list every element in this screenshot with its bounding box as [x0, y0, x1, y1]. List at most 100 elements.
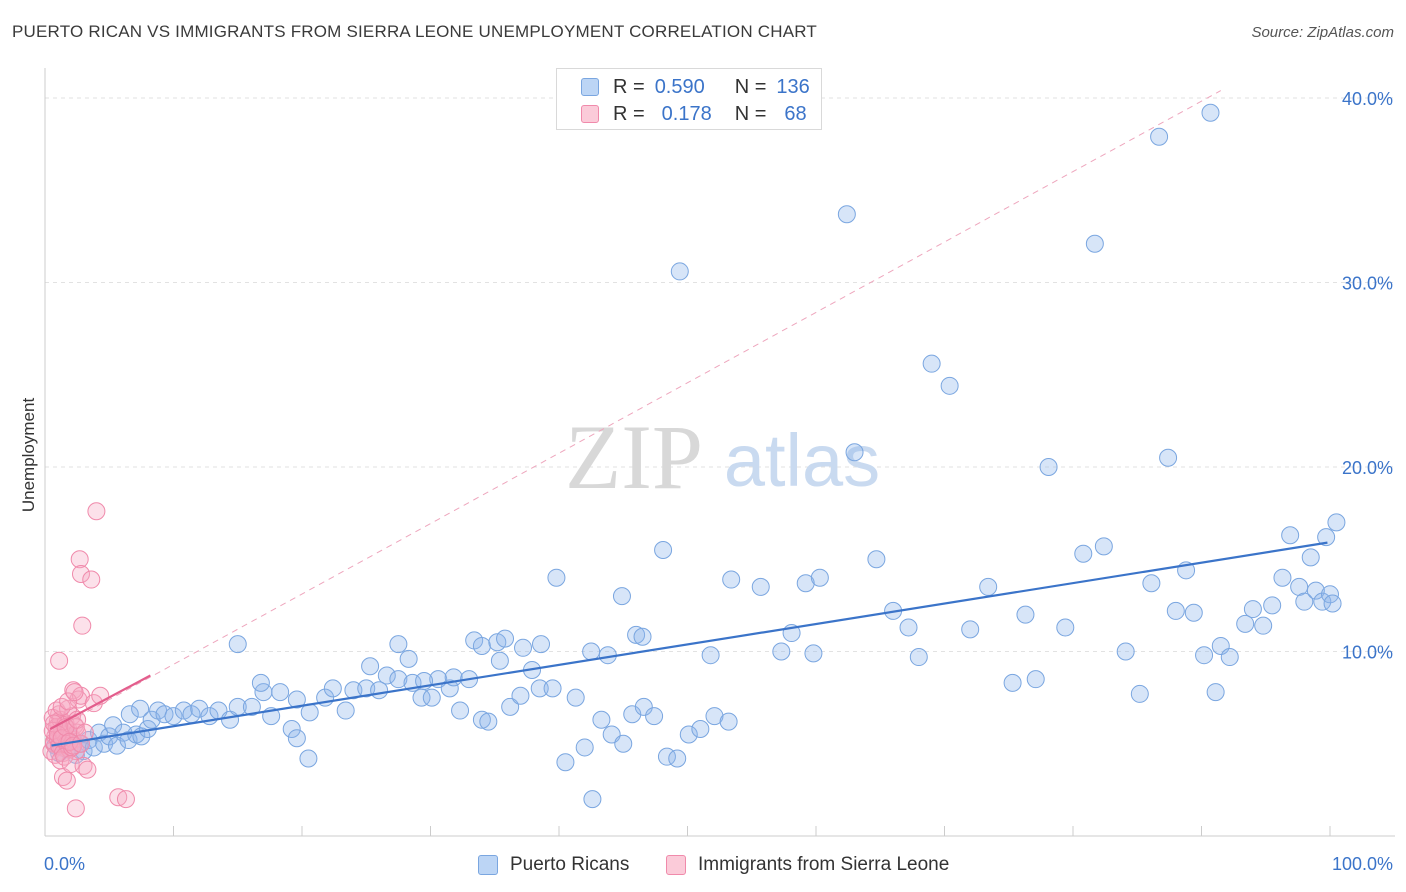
stats-row-puerto-ricans: R = 0.590 N = 136 [581, 75, 810, 99]
reference-line [48, 90, 1222, 734]
point-puerto-ricans [543, 679, 562, 698]
point-sierra-leone [109, 788, 128, 807]
point-puerto-ricans [282, 719, 301, 738]
point-sierra-leone [71, 565, 90, 584]
point-puerto-ricans [679, 725, 698, 744]
point-puerto-ricans [271, 683, 290, 702]
stats-row-sierra-leone: R = 0.178 N = 68 [581, 102, 807, 126]
x-tick-label: 100.0% [1332, 854, 1393, 874]
point-puerto-ricans [490, 651, 509, 670]
y-axis-label: Unemployment [19, 398, 38, 513]
point-puerto-ricans [804, 644, 823, 663]
point-puerto-ricans [751, 577, 770, 596]
point-puerto-ricans [155, 705, 174, 724]
point-puerto-ricans [104, 716, 123, 735]
point-sierra-leone [50, 651, 69, 670]
point-puerto-ricans [961, 620, 980, 639]
source-label: Source: ZipAtlas.com [1251, 24, 1394, 41]
tick-labels: 10.0% 20.0% 30.0% 40.0% 0.0% 100.0% [44, 89, 1393, 874]
point-puerto-ricans [582, 642, 601, 661]
point-puerto-ricans [1317, 528, 1336, 547]
point-puerto-ricans [1166, 601, 1185, 620]
point-puerto-ricans [228, 635, 247, 654]
point-puerto-ricans [479, 712, 498, 731]
point-puerto-ricans [1056, 618, 1075, 637]
point-puerto-ricans [1301, 548, 1320, 567]
point-puerto-ricans [1094, 537, 1113, 556]
point-puerto-ricans [592, 710, 611, 729]
watermark: ZIP atlas [565, 406, 880, 508]
point-puerto-ricans [501, 697, 520, 716]
point-puerto-ricans [472, 710, 491, 729]
point-puerto-ricans [1243, 600, 1262, 619]
point-sierra-leone [82, 570, 101, 589]
r-label: R = [613, 102, 645, 125]
point-puerto-ricans [190, 699, 209, 718]
watermark-zip: ZIP [565, 406, 703, 508]
point-puerto-ricans [575, 738, 594, 757]
point-sierra-leone [87, 502, 106, 521]
point-puerto-ricans [377, 666, 396, 685]
point-puerto-ricans [772, 642, 791, 661]
point-sierra-leone [116, 790, 135, 809]
point-puerto-ricans [1236, 614, 1255, 633]
point-puerto-ricans [810, 568, 829, 587]
point-puerto-ricans [837, 205, 856, 224]
point-puerto-ricans [547, 568, 566, 587]
point-sierra-leone [59, 692, 78, 711]
stats-legend: R = 0.590 N = 136 R = 0.178 N = 68 [556, 68, 822, 130]
point-puerto-ricans [867, 550, 886, 569]
point-sierra-leone [70, 550, 89, 569]
point-sierra-leone [78, 760, 97, 779]
point-puerto-ricans [845, 443, 864, 462]
point-puerto-ricans [940, 376, 959, 395]
point-puerto-ricans [336, 701, 355, 720]
point-sierra-leone [66, 799, 85, 818]
legend-label: Immigrants from Sierra Leone [698, 854, 950, 875]
point-puerto-ricans [120, 705, 139, 724]
axes [44, 68, 1395, 837]
point-puerto-ricans [899, 618, 918, 637]
legend-swatch [666, 855, 686, 875]
y-tick-label: 10.0% [1342, 643, 1393, 663]
point-puerto-ricans [496, 629, 515, 648]
chart-title: PUERTO RICAN VS IMMIGRANTS FROM SIERRA L… [12, 22, 817, 41]
point-puerto-ricans [472, 636, 491, 655]
point-puerto-ricans [242, 697, 261, 716]
point-puerto-ricans [530, 679, 549, 698]
point-puerto-ricans [566, 688, 585, 707]
point-puerto-ricans [719, 712, 738, 731]
point-puerto-ricans [612, 587, 631, 606]
point-puerto-ricans [1281, 526, 1300, 545]
point-puerto-ricans [1016, 605, 1035, 624]
point-puerto-ricans [399, 649, 418, 668]
r-value: 0.178 [661, 102, 712, 125]
point-puerto-ricans [451, 701, 470, 720]
y-tick-label: 20.0% [1342, 458, 1393, 478]
point-puerto-ricans [1130, 684, 1149, 703]
point-puerto-ricans [633, 627, 652, 646]
point-puerto-ricans [511, 686, 530, 705]
swatch-sierra-leone [581, 105, 599, 123]
n-label: N = [734, 75, 767, 98]
point-puerto-ricans [1254, 616, 1273, 635]
point-puerto-ricans [645, 707, 664, 726]
point-puerto-ricans [796, 574, 815, 593]
point-puerto-ricans [691, 719, 710, 738]
point-puerto-ricans [1327, 513, 1346, 532]
point-puerto-ricans [909, 648, 928, 667]
trend-lines [49, 541, 1328, 747]
point-puerto-ricans [287, 729, 306, 748]
trend-line-puerto-ricans [51, 541, 1328, 747]
point-puerto-ricans [623, 705, 642, 724]
point-puerto-ricans [1142, 574, 1161, 593]
point-puerto-ricans [164, 707, 183, 726]
point-puerto-ricans [1201, 103, 1220, 122]
point-puerto-ricans [1074, 544, 1093, 563]
point-sierra-leone [57, 771, 76, 790]
trend-line-sierra-leone [49, 674, 151, 730]
point-puerto-ricans [1026, 670, 1045, 689]
point-puerto-ricans [131, 699, 150, 718]
point-puerto-ricans [1116, 642, 1135, 661]
